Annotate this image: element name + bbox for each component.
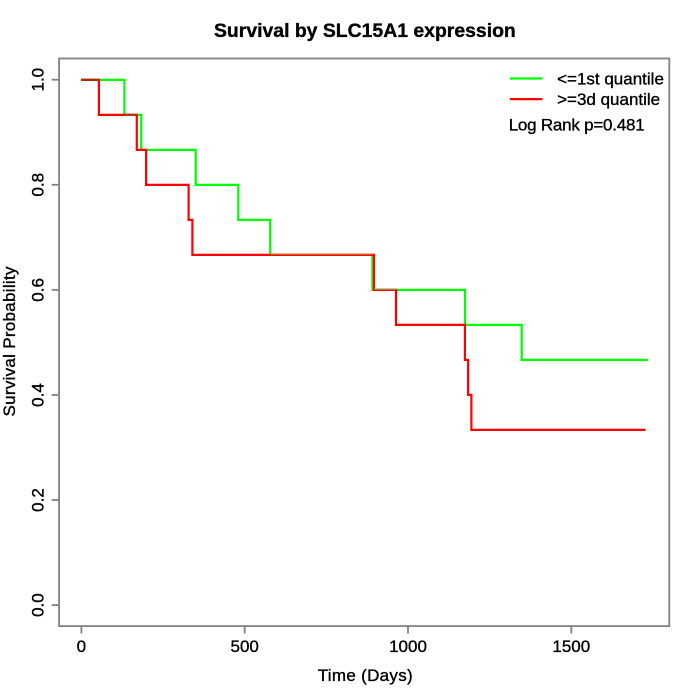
svg-text:>=3d quantile: >=3d quantile bbox=[557, 90, 660, 109]
svg-text:0.2: 0.2 bbox=[29, 488, 48, 512]
svg-text:0.8: 0.8 bbox=[29, 173, 48, 197]
svg-text:1000: 1000 bbox=[389, 637, 427, 656]
svg-text:500: 500 bbox=[231, 637, 259, 656]
svg-text:Time (Days): Time (Days) bbox=[318, 666, 413, 685]
svg-text:Log Rank p=0.481: Log Rank p=0.481 bbox=[509, 116, 645, 135]
svg-text:<=1st quantile: <=1st quantile bbox=[557, 69, 664, 88]
svg-text:Survival by SLC15A1 expression: Survival by SLC15A1 expression bbox=[214, 20, 516, 42]
svg-text:0: 0 bbox=[77, 637, 86, 656]
svg-text:0.4: 0.4 bbox=[29, 383, 48, 407]
svg-text:Survival Probability: Survival Probability bbox=[0, 266, 19, 417]
svg-text:0.6: 0.6 bbox=[29, 278, 48, 302]
svg-text:1500: 1500 bbox=[552, 637, 590, 656]
svg-text:1.0: 1.0 bbox=[29, 68, 48, 92]
svg-text:0.0: 0.0 bbox=[29, 593, 48, 617]
